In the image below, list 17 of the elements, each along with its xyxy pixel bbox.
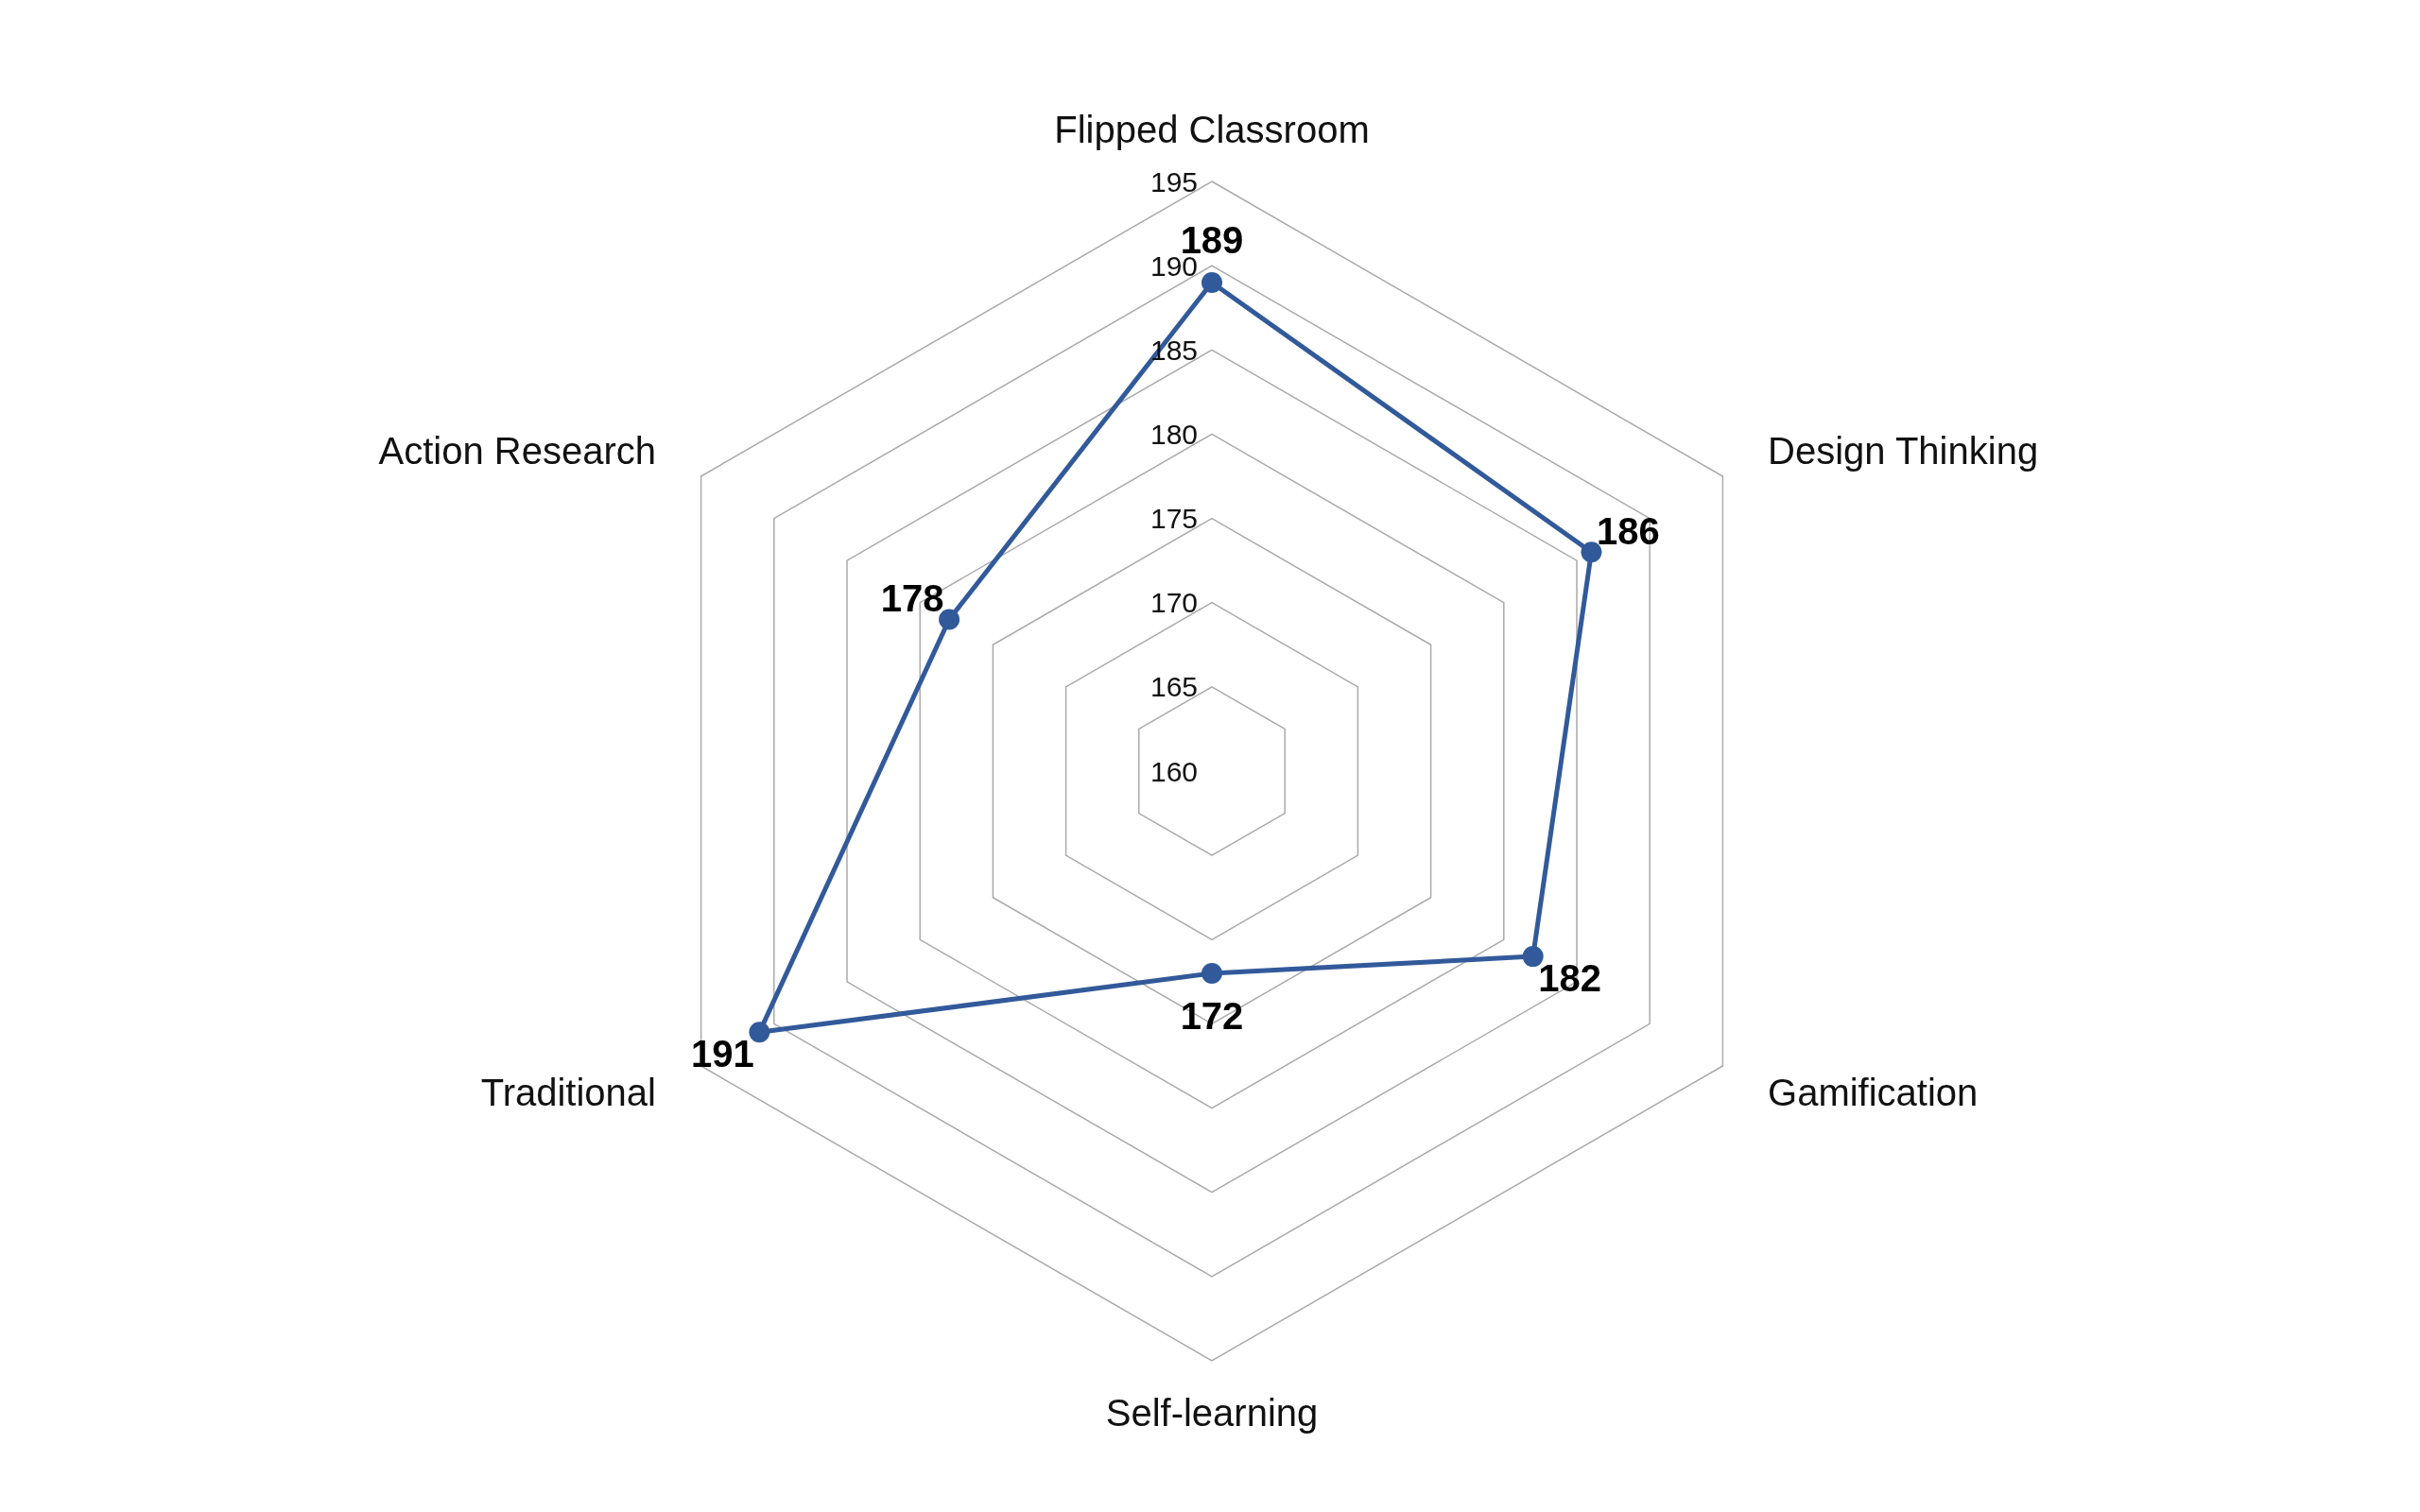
data-label: 186 [1597,509,1660,552]
data-label: 172 [1180,994,1244,1037]
y-tick-label: 165 [1150,671,1199,703]
y-tick-label: 160 [1150,755,1199,787]
spoke-label: Gamification [1768,1071,1979,1113]
y-tick-label: 180 [1150,418,1199,450]
y-tick-label: 195 [1150,165,1199,198]
y-tick-label: 175 [1150,503,1199,535]
spoke-label: Design Thinking [1768,429,2039,472]
spoke-label: Self-learning [1105,1392,1319,1434]
data-label: 178 [880,577,944,620]
spoke-label: Traditional [480,1071,656,1113]
data-label: 182 [1538,956,1602,999]
spoke-label: Action Research [378,429,656,472]
data-label: 191 [691,1032,754,1074]
y-tick-label: 170 [1150,587,1199,619]
spoke-label: Flipped Classroom [1054,109,1370,150]
